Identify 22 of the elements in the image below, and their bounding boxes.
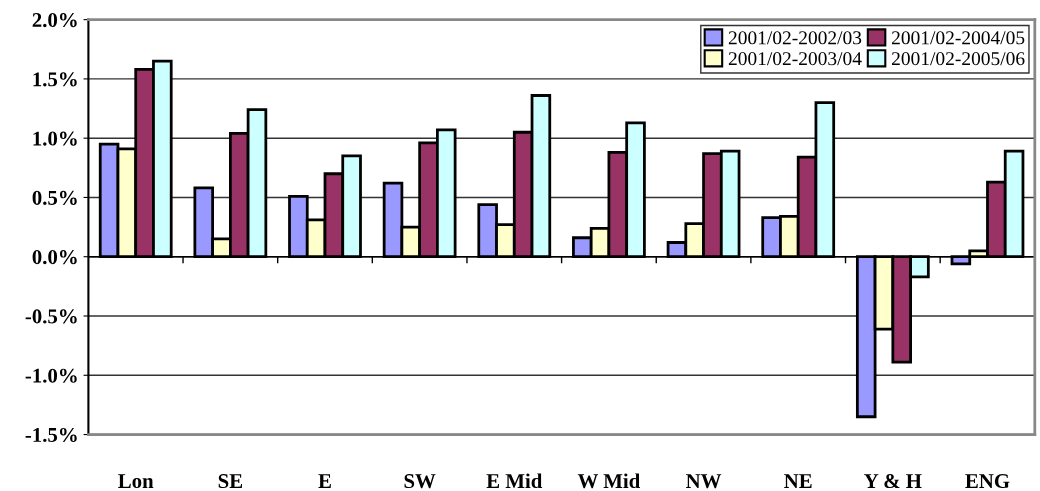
x-tick-label: NE: [784, 474, 812, 488]
y-tick-label: -1.5%: [25, 427, 77, 443]
x-tick-label: W Mid: [577, 473, 641, 489]
y-tick-label: 1.5%: [33, 72, 77, 87]
x-tick-label: SE: [218, 474, 243, 489]
x-tick-label: E Mid: [486, 473, 543, 489]
y-tick-label: 0.0%: [32, 250, 77, 265]
x-tick-label: SW: [404, 474, 436, 489]
y-tick-label: 2.0%: [32, 13, 77, 28]
y-tick-label: -0.5%: [25, 309, 77, 324]
legend-label: 2001/02-2004/05: [891, 31, 1025, 45]
x-tick-label: Y & H: [864, 474, 922, 489]
x-tick-label: E: [318, 474, 331, 488]
y-tick-label: 1.0%: [33, 131, 77, 146]
legend-label: 2001/02-2002/03: [728, 31, 862, 45]
x-tick-label: Lon: [118, 474, 154, 489]
y-tick-label: 0.5%: [32, 190, 77, 205]
x-tick-label: NW: [686, 474, 722, 489]
x-tick-label: ENG: [965, 474, 1010, 489]
y-tick-label: -1.0%: [25, 368, 77, 383]
legend-label: 2001/02-2003/04: [728, 52, 862, 66]
legend-label: 2001/02-2005/06: [891, 52, 1025, 66]
